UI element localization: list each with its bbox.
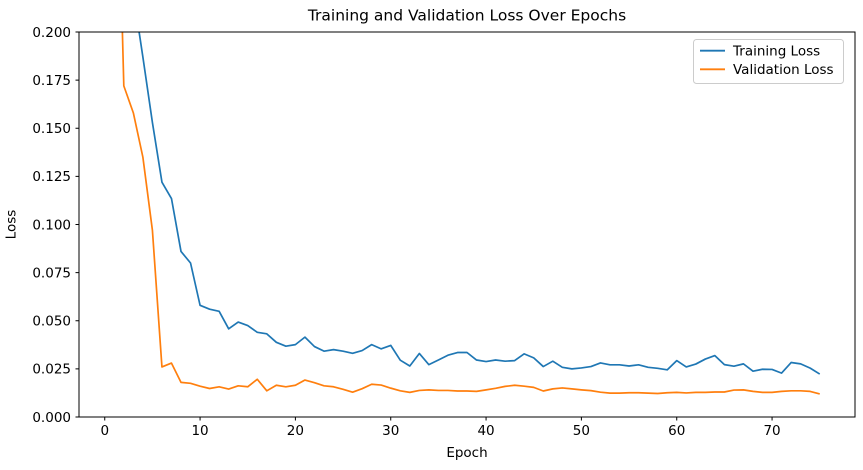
chart-title: Training and Validation Loss Over Epochs [307,7,626,25]
y-tick-label: 0.175 [32,73,71,89]
y-tick-label: 0.100 [32,217,71,233]
x-tick-label: 40 [477,423,494,439]
training-loss-line [138,32,821,375]
x-tick-label: 70 [763,423,780,439]
y-tick-label: 0.025 [32,362,71,378]
validation-loss-line [121,32,820,395]
y-axis-label: Loss [4,210,20,240]
y-tick-label: 0.050 [32,314,71,330]
legend-box [693,39,844,84]
x-tick-label: 10 [191,423,208,439]
x-tick-label: 20 [287,423,304,439]
y-tick-label: 0.075 [32,265,71,281]
x-tick-label: 30 [382,423,399,439]
x-tick-label: 60 [668,423,685,439]
x-tick-label: 0 [100,423,109,439]
x-tick-label: 50 [573,423,590,439]
legend-item-label: Validation Loss [733,62,834,78]
y-tick-label: 0.125 [32,169,71,185]
x-axis-label: Epoch [446,445,487,461]
legend: Training Loss Validation Loss [693,39,844,84]
y-tick-label: 0.000 [32,410,71,426]
y-tick-label: 0.200 [32,25,71,41]
legend-item-label: Training Loss [732,43,820,59]
plot-border [78,31,856,418]
y-tick-label: 0.150 [32,121,71,137]
